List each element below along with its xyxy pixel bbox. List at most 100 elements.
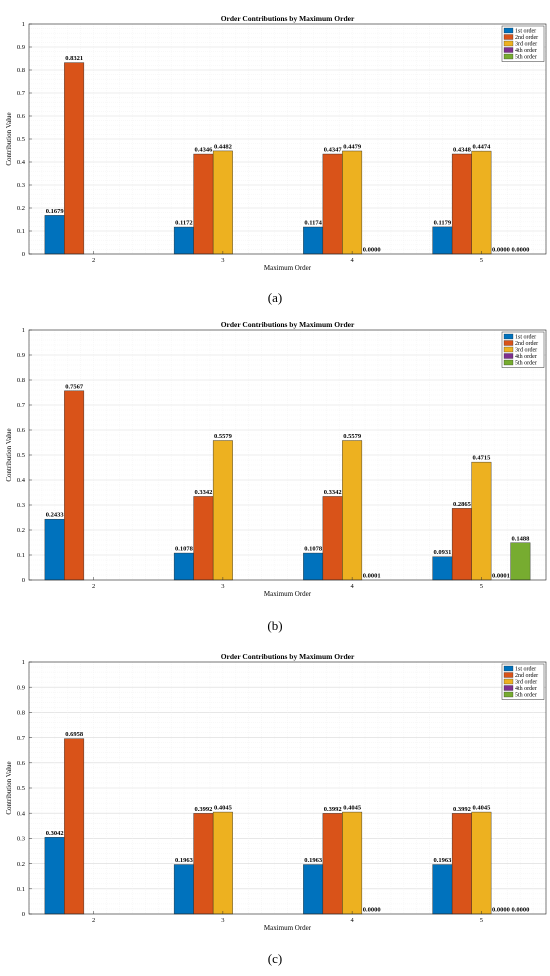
data-label: 0.4715 [472, 455, 491, 462]
bar-2nd-order-3 [193, 153, 214, 255]
x-tick-label: 3 [221, 257, 224, 264]
x-axis-label: Maximum Order [264, 590, 312, 598]
data-label: 0.4346 [194, 147, 213, 154]
x-tick-label: 3 [221, 917, 224, 924]
bar-2nd-order-4 [322, 496, 343, 581]
data-label: 0.1174 [304, 219, 322, 226]
bar-2nd-order-5 [451, 508, 472, 581]
bar-1st-order-3 [173, 864, 194, 915]
bar-1st-order-4 [303, 864, 324, 915]
x-tick-label: 5 [480, 583, 483, 590]
bar-3rd-order-3 [212, 811, 233, 915]
bar-3rd-order-4 [342, 150, 363, 255]
bar-2nd-order-5 [451, 153, 472, 255]
bar-2nd-order-3 [193, 813, 214, 915]
y-tick-label: 0.7 [17, 90, 26, 97]
data-label: 0.1078 [304, 546, 323, 553]
bar-2nd-order-3 [193, 496, 214, 581]
bar-3rd-order-5 [471, 461, 492, 581]
x-tick-label: 2 [92, 257, 95, 264]
legend-entry: 5th order [515, 692, 537, 698]
legend-swatch [503, 53, 514, 60]
legend-entry: 3rd order [515, 41, 537, 47]
data-label: 0.4045 [214, 805, 233, 812]
y-tick-label: 0.3 [17, 502, 25, 509]
y-tick-label: 0.1 [17, 886, 25, 893]
bar-1st-order-5 [432, 226, 453, 255]
data-label: 0.8321 [65, 55, 83, 62]
legend-swatch [503, 685, 514, 691]
y-tick-label: 0.4 [17, 159, 26, 166]
x-tick-label: 5 [480, 917, 483, 924]
y-tick-label: 0 [22, 251, 25, 258]
panel-label: (c) [268, 951, 282, 966]
bar-3rd-order-4 [342, 440, 363, 581]
legend-entry: 2nd order [515, 341, 538, 347]
panel-label: (a) [268, 290, 282, 305]
x-tick-label: 4 [351, 917, 355, 924]
x-axis-label: Maximum Order [264, 924, 312, 932]
y-tick-label: 0.9 [17, 44, 25, 51]
data-label: 0.4347 [324, 147, 343, 154]
data-label: 0.0000 [511, 907, 529, 914]
bar-1st-order-4 [303, 552, 324, 581]
data-label: 0.1963 [304, 857, 323, 864]
y-tick-label: 0.2 [17, 205, 25, 212]
bar-2nd-order-2 [64, 738, 85, 915]
bar-2nd-order-4 [322, 813, 343, 915]
y-tick-label: 0.6 [17, 427, 26, 434]
data-label: 0.4479 [343, 143, 362, 150]
bar-1st-order-2 [44, 837, 65, 915]
data-label: 0.0000 [363, 907, 381, 914]
data-label: 0.4474 [472, 144, 491, 151]
y-tick-label: 0 [22, 577, 25, 584]
legend-entry: 4th order [515, 354, 537, 360]
y-tick-label: 0.9 [17, 352, 25, 359]
y-tick-label: 0.8 [17, 67, 25, 74]
y-tick-label: 0.6 [17, 113, 26, 120]
legend-swatch [503, 340, 514, 346]
legend-entry: 5th order [515, 360, 537, 366]
data-label: 0.2433 [46, 512, 65, 519]
data-label: 0.1172 [175, 220, 193, 227]
data-label: 0.1679 [46, 208, 65, 215]
legend-swatch [503, 346, 514, 353]
y-tick-label: 0.8 [17, 710, 25, 717]
data-label: 0.0000 [363, 247, 381, 254]
data-label: 0.4482 [214, 143, 232, 150]
data-label: 0.0000 [492, 907, 510, 914]
y-axis-label: Contribution Value [5, 112, 13, 165]
y-tick-label: 0.4 [17, 477, 26, 484]
data-label: 0.2865 [453, 501, 472, 508]
y-tick-label: 0.7 [17, 402, 26, 409]
chart-title: Order Contributions by Maximum Order [221, 320, 355, 329]
bar-3rd-order-3 [212, 150, 233, 255]
bar-1st-order-5 [432, 864, 453, 915]
chart-title: Order Contributions by Maximum Order [221, 652, 355, 661]
legend-swatch [503, 665, 514, 672]
bar-1st-order-5 [432, 556, 453, 581]
bar-1st-order-2 [44, 518, 65, 581]
y-tick-label: 1 [22, 659, 25, 666]
axes-box [28, 329, 547, 581]
bar-2nd-order-2 [64, 390, 85, 581]
bar-2nd-order-2 [64, 62, 85, 255]
bar-3rd-order-3 [212, 440, 233, 581]
y-tick-label: 1 [22, 327, 25, 334]
y-tick-label: 0.3 [17, 182, 25, 189]
legend-swatch [503, 47, 514, 53]
legend-entry: 3rd order [515, 679, 537, 685]
legend-entry: 4th order [515, 48, 537, 54]
y-tick-label: 0.5 [17, 785, 25, 792]
data-label: 0.0000 [492, 247, 510, 254]
data-label: 0.1078 [175, 546, 194, 553]
bar-1st-order-4 [303, 226, 324, 255]
y-tick-label: 0.5 [17, 452, 25, 459]
y-tick-label: 0.6 [17, 760, 26, 767]
data-label: 0.0001 [363, 572, 381, 579]
legend-swatch [503, 34, 514, 40]
legend-swatch [503, 691, 514, 698]
